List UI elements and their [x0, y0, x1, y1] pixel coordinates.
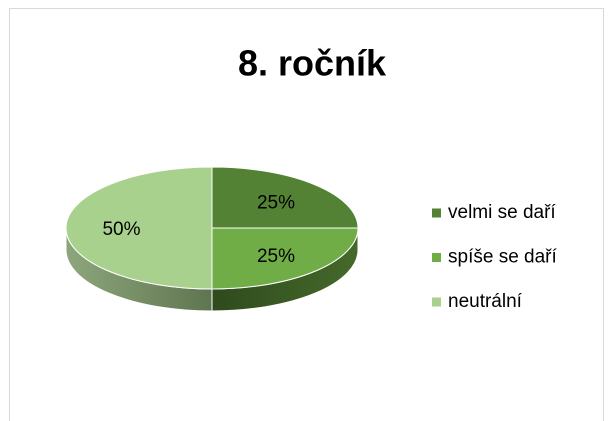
legend-label: neutrální	[448, 291, 523, 312]
legend-swatch	[432, 208, 441, 218]
legend-label: spíše se daří	[448, 247, 557, 268]
data-label: 25%	[257, 192, 295, 213]
data-label: 50%	[102, 219, 140, 240]
slice	[65, 166, 213, 290]
chart-border	[9, 8, 604, 421]
chart-title: 8. ročník	[238, 43, 387, 84]
slice	[211, 166, 359, 229]
data-label: 25%	[257, 246, 295, 267]
legend-swatch	[432, 297, 441, 307]
slice	[211, 227, 359, 290]
legend-label: velmi se daří	[448, 202, 556, 223]
legend-swatch	[432, 253, 441, 262]
